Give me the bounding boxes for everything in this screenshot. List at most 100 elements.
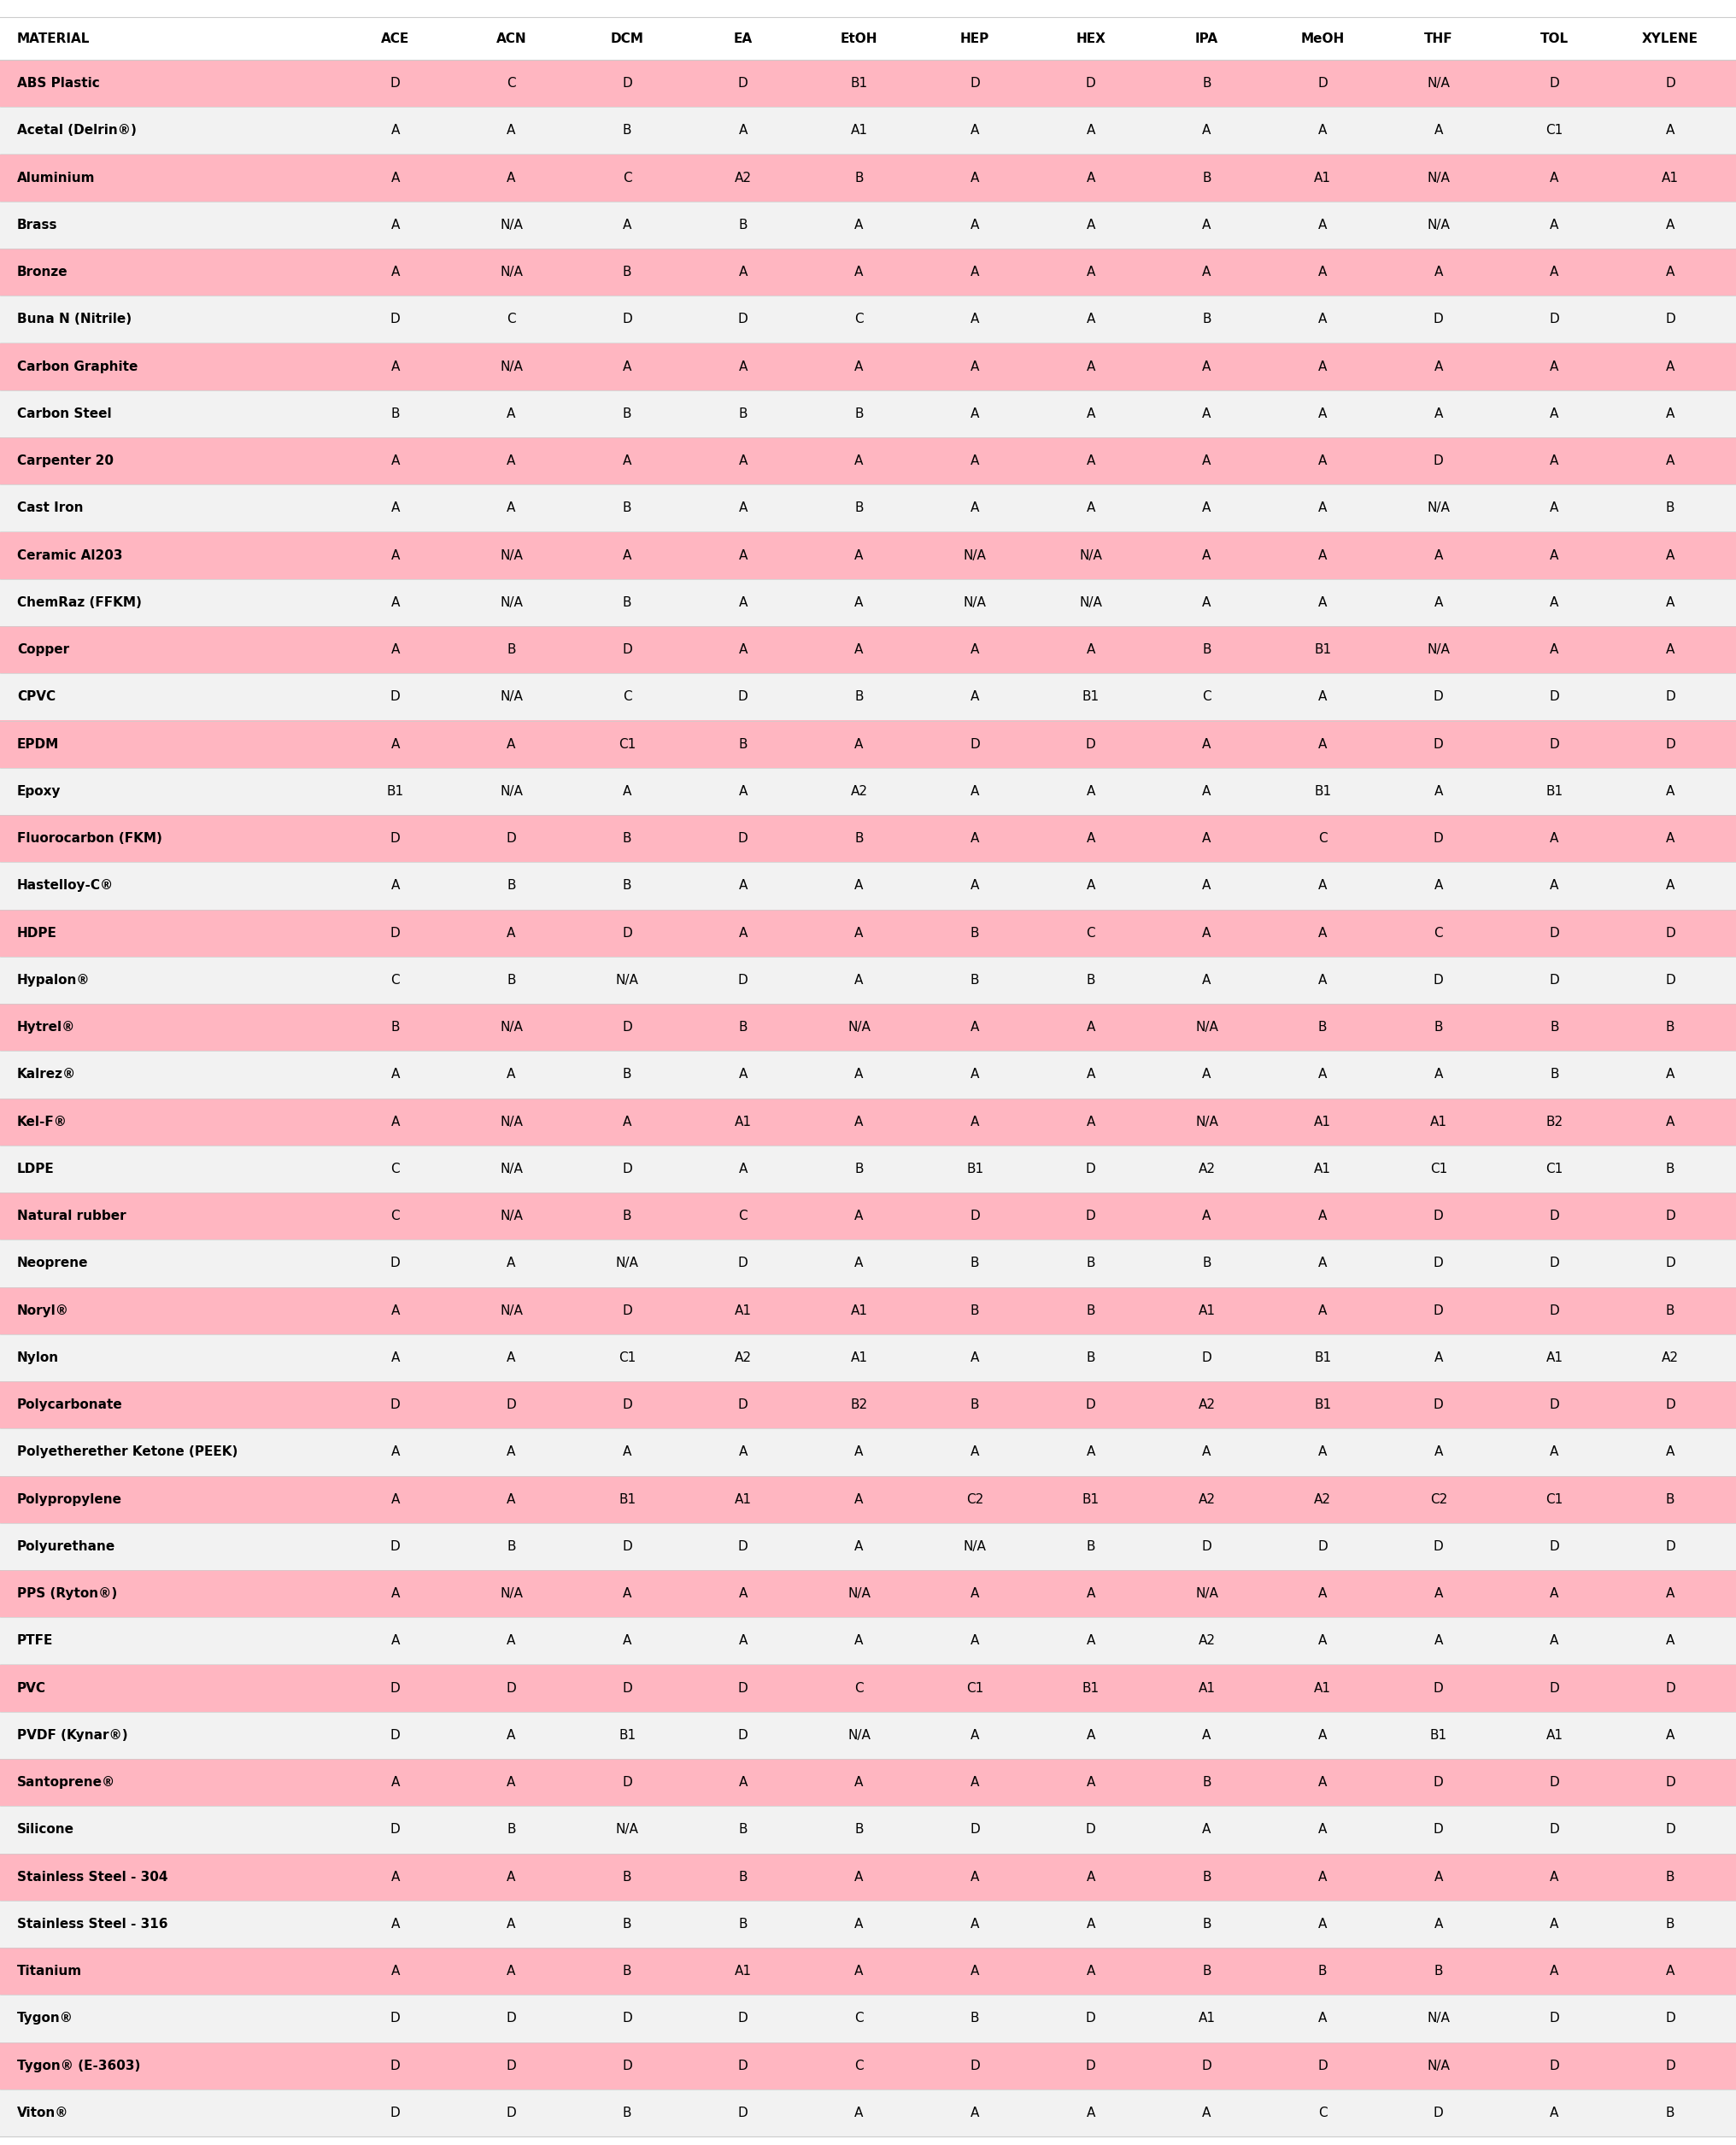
Bar bbox=[0, 1004, 1736, 1051]
Text: C: C bbox=[854, 313, 863, 326]
Text: C: C bbox=[507, 77, 516, 90]
Text: A: A bbox=[1318, 1446, 1326, 1459]
Text: C1: C1 bbox=[1545, 1493, 1562, 1506]
Text: A: A bbox=[854, 974, 863, 987]
Text: A: A bbox=[1549, 1965, 1559, 1978]
Text: N/A: N/A bbox=[847, 1729, 870, 1742]
Text: A2: A2 bbox=[1314, 1493, 1330, 1506]
Text: ACN: ACN bbox=[496, 32, 526, 45]
Text: TOL: TOL bbox=[1540, 32, 1568, 45]
Text: N/A: N/A bbox=[500, 1304, 523, 1317]
Text: B1: B1 bbox=[1314, 785, 1330, 798]
Text: A: A bbox=[970, 1776, 979, 1789]
Text: A: A bbox=[1201, 596, 1210, 609]
Text: D: D bbox=[391, 1682, 401, 1695]
Text: A: A bbox=[623, 360, 632, 373]
Text: A: A bbox=[1318, 360, 1326, 373]
Text: A: A bbox=[854, 455, 863, 468]
Text: B2: B2 bbox=[1545, 1115, 1562, 1128]
Text: A: A bbox=[1087, 1068, 1095, 1081]
Text: Epoxy: Epoxy bbox=[17, 785, 61, 798]
Text: C: C bbox=[1318, 2106, 1326, 2119]
Text: N/A: N/A bbox=[500, 266, 523, 279]
Text: B1: B1 bbox=[1082, 691, 1099, 704]
Text: EPDM: EPDM bbox=[17, 738, 59, 751]
Text: A: A bbox=[391, 172, 399, 184]
Bar bbox=[0, 862, 1736, 909]
Text: A: A bbox=[854, 266, 863, 279]
Text: A: A bbox=[1087, 879, 1095, 892]
Text: A: A bbox=[854, 738, 863, 751]
Bar bbox=[0, 768, 1736, 815]
Text: B: B bbox=[1201, 1918, 1210, 1930]
Text: A: A bbox=[1318, 1918, 1326, 1930]
Text: B1: B1 bbox=[1082, 1493, 1099, 1506]
Text: D: D bbox=[1665, 974, 1675, 987]
Text: D: D bbox=[1665, 313, 1675, 326]
Text: A2: A2 bbox=[1661, 1351, 1679, 1364]
Text: A2: A2 bbox=[1198, 1163, 1215, 1175]
Text: B: B bbox=[1665, 2106, 1674, 2119]
Text: A: A bbox=[1201, 360, 1210, 373]
Text: A: A bbox=[1087, 832, 1095, 845]
Text: A: A bbox=[738, 502, 746, 515]
Text: A: A bbox=[1665, 1068, 1674, 1081]
Text: D: D bbox=[1549, 313, 1559, 326]
Text: A: A bbox=[1549, 549, 1559, 562]
Text: B: B bbox=[970, 1304, 979, 1317]
Text: D: D bbox=[1085, 738, 1095, 751]
Text: Polyurethane: Polyurethane bbox=[17, 1540, 116, 1553]
Text: B: B bbox=[1201, 644, 1210, 656]
Text: D: D bbox=[738, 2012, 748, 2025]
Text: A: A bbox=[970, 832, 979, 845]
Text: B: B bbox=[1549, 1068, 1559, 1081]
Text: N/A: N/A bbox=[847, 1587, 870, 1600]
Text: A: A bbox=[970, 266, 979, 279]
Text: A: A bbox=[1201, 124, 1210, 137]
Text: A: A bbox=[507, 1918, 516, 1930]
Text: ChemRaz (FFKM): ChemRaz (FFKM) bbox=[17, 596, 142, 609]
Text: A: A bbox=[970, 1870, 979, 1883]
Text: Neoprene: Neoprene bbox=[17, 1257, 89, 1270]
Text: A: A bbox=[738, 455, 746, 468]
Text: B: B bbox=[854, 172, 863, 184]
Text: A: A bbox=[854, 2106, 863, 2119]
Text: D: D bbox=[1432, 1776, 1443, 1789]
Text: A: A bbox=[1549, 172, 1559, 184]
Text: D: D bbox=[738, 974, 748, 987]
Text: A: A bbox=[1201, 1210, 1210, 1223]
Text: A: A bbox=[738, 360, 746, 373]
Text: A: A bbox=[1318, 1823, 1326, 1836]
Text: A1: A1 bbox=[851, 1351, 868, 1364]
Text: A: A bbox=[1549, 832, 1559, 845]
Text: Carpenter 20: Carpenter 20 bbox=[17, 455, 113, 468]
Text: D: D bbox=[738, 1399, 748, 1411]
Text: B: B bbox=[623, 502, 632, 515]
Text: D: D bbox=[1549, 1540, 1559, 1553]
Text: D: D bbox=[1318, 77, 1326, 90]
Text: D: D bbox=[1549, 927, 1559, 940]
Text: A: A bbox=[391, 1965, 399, 1978]
Bar bbox=[0, 296, 1736, 343]
Text: Tygon®: Tygon® bbox=[17, 2012, 73, 2025]
Text: D: D bbox=[1432, 2106, 1443, 2119]
Bar bbox=[0, 909, 1736, 957]
Text: A: A bbox=[1665, 1965, 1674, 1978]
Bar bbox=[0, 1193, 1736, 1240]
Bar bbox=[0, 2042, 1736, 2089]
Text: A: A bbox=[1201, 408, 1210, 420]
Text: N/A: N/A bbox=[1427, 77, 1450, 90]
Text: A: A bbox=[1087, 1587, 1095, 1600]
Text: A: A bbox=[1434, 879, 1443, 892]
Text: D: D bbox=[1665, 1257, 1675, 1270]
Text: N/A: N/A bbox=[500, 1210, 523, 1223]
Text: D: D bbox=[969, 738, 979, 751]
Text: A: A bbox=[1665, 360, 1674, 373]
Text: A: A bbox=[1087, 502, 1095, 515]
Text: A: A bbox=[1434, 1634, 1443, 1647]
Text: A: A bbox=[391, 1587, 399, 1600]
Text: B: B bbox=[1085, 974, 1095, 987]
Text: A: A bbox=[623, 549, 632, 562]
Text: D: D bbox=[969, 77, 979, 90]
Text: B: B bbox=[854, 691, 863, 704]
